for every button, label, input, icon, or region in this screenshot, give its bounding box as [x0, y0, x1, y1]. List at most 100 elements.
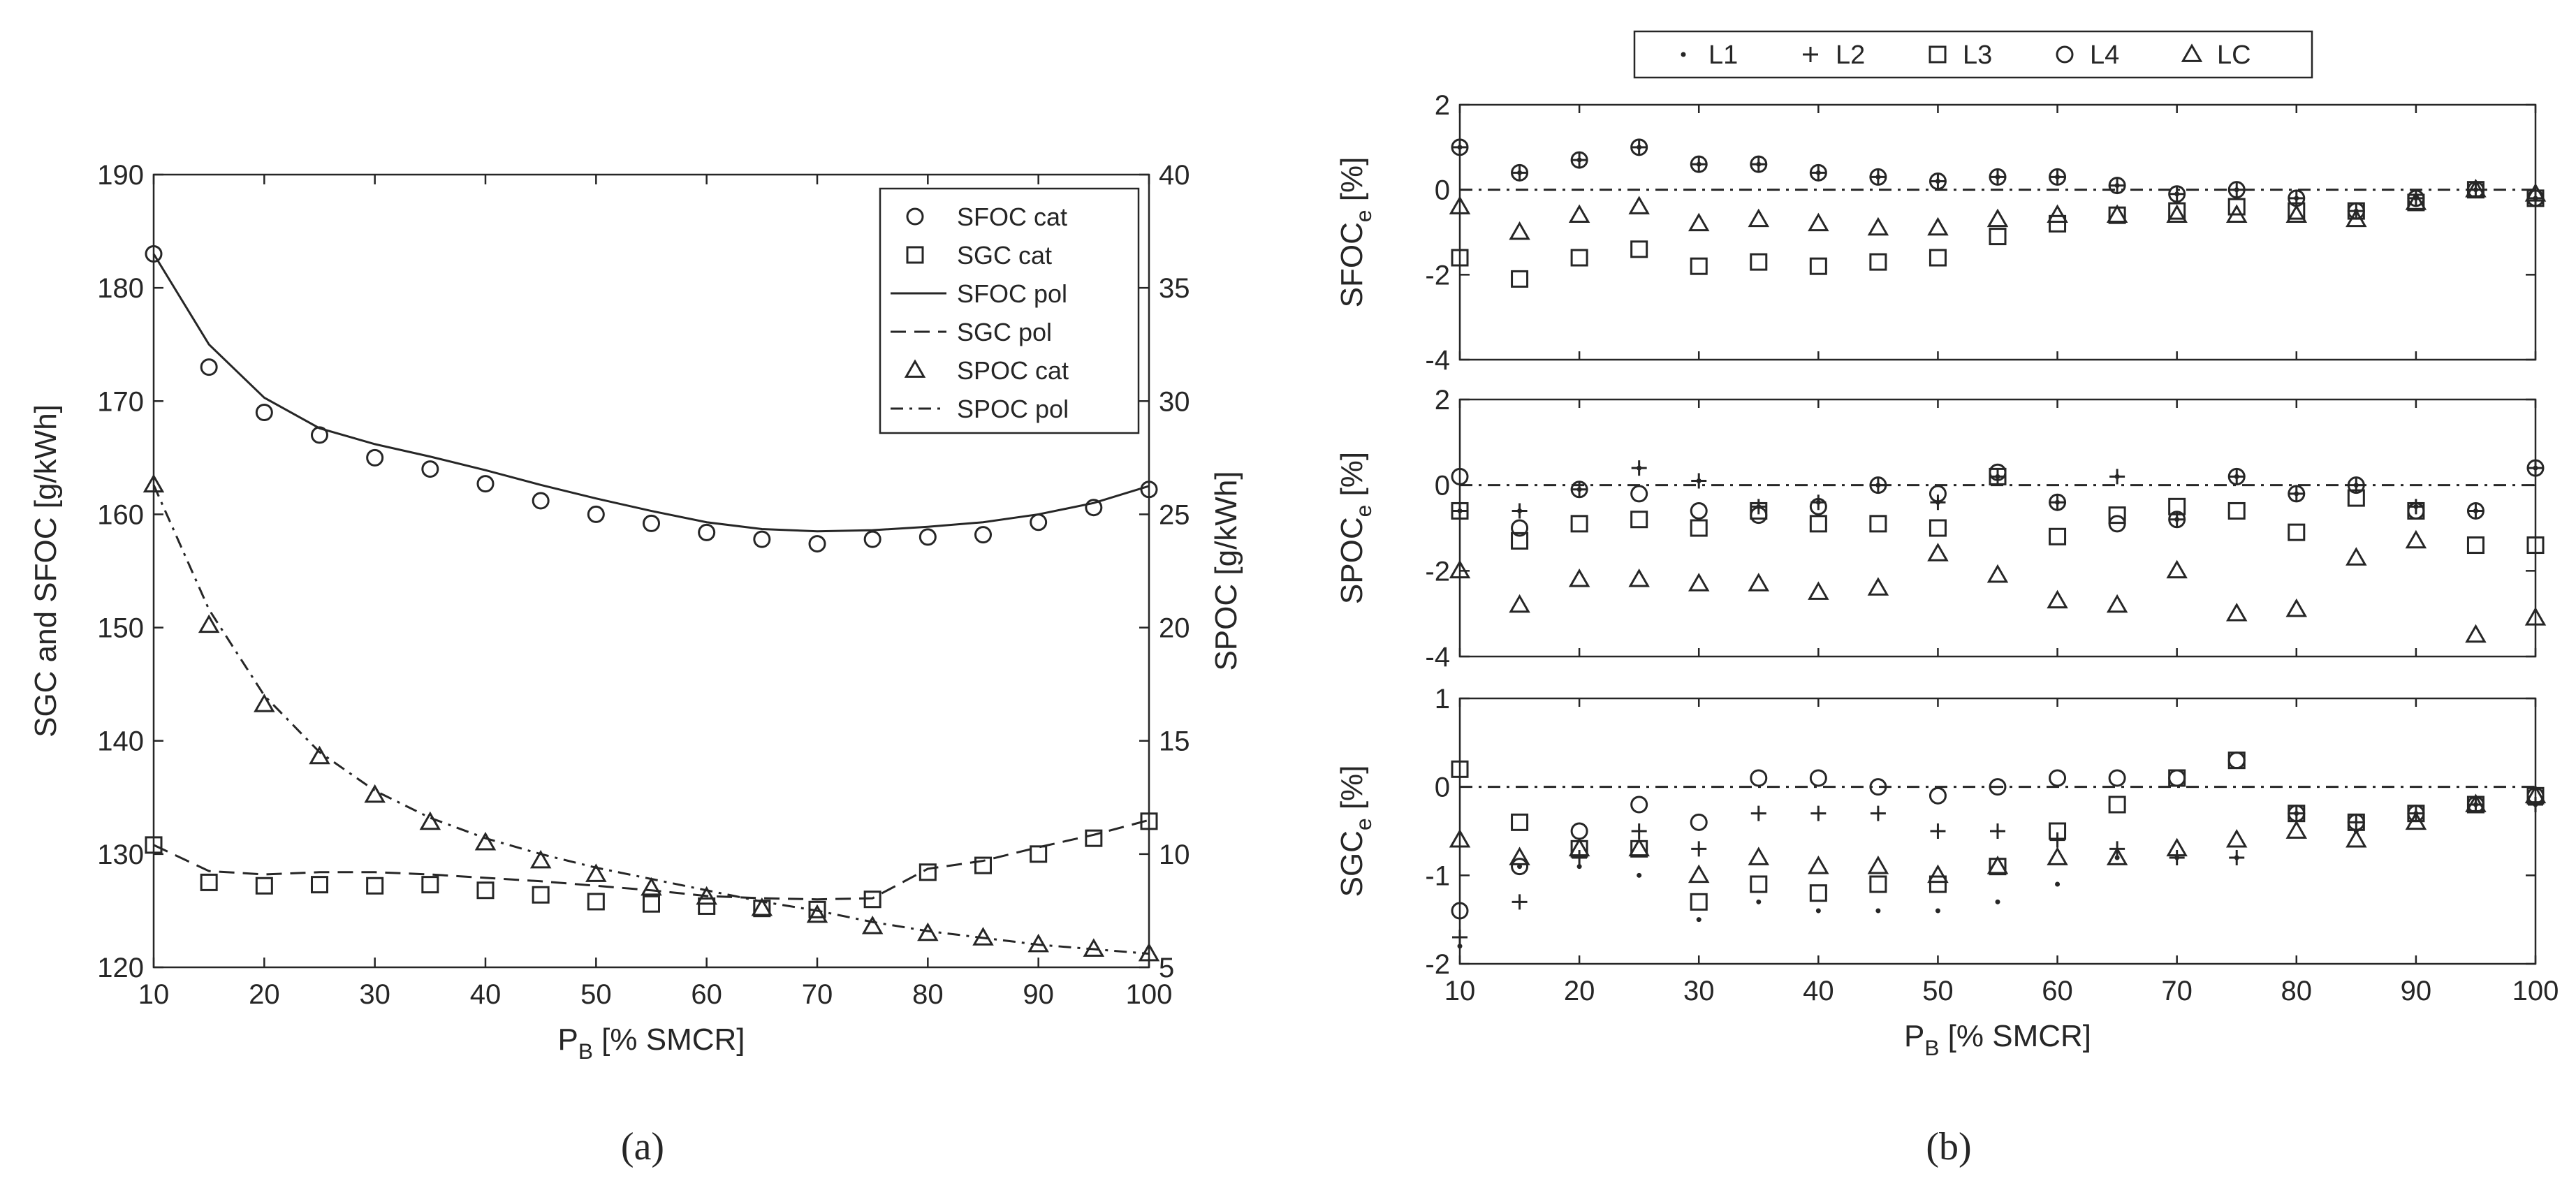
- y-axis-label-b-3-rest: [%]: [1335, 765, 1369, 819]
- data-point-l2-2: [2109, 469, 2125, 485]
- data-point-l4-1: [1989, 168, 2007, 186]
- data-point-lc-1: [1688, 212, 1710, 232]
- y-axis-label-b-2-rest: [%]: [1335, 452, 1369, 505]
- data-point-l4-3: [2168, 769, 2186, 787]
- data-point-lc-3: [2524, 784, 2547, 804]
- data-point-sfoc-cat: [200, 358, 218, 376]
- data-point-sfoc-cat: [421, 460, 439, 478]
- series-line-sgc-pol: [153, 819, 1150, 901]
- caption-b: (b): [1926, 1125, 1971, 1168]
- data-point-l3-1: [1869, 253, 1887, 271]
- data-point-l4-1: [1451, 138, 1469, 156]
- data-point-sfoc-cat: [366, 448, 384, 467]
- data-point-l3-3: [1750, 875, 1768, 893]
- legend-marker-b: [1803, 47, 1818, 62]
- data-point-lc-2: [2405, 529, 2427, 549]
- data-point-l4-2: [1750, 506, 1768, 525]
- caption-a: (a): [621, 1125, 664, 1168]
- data-point-lc-2: [2465, 624, 2487, 643]
- y-axis-label-b-1: SFOCe [%]: [1335, 157, 1376, 308]
- data-point-l2-2: [2288, 485, 2304, 501]
- data-point-lc-3: [2166, 837, 2188, 857]
- data-point-sgc-cat: [698, 897, 716, 915]
- data-point-lc-2: [2346, 547, 2367, 566]
- data-point-l4-1: [2108, 177, 2126, 195]
- data-point-sfoc-cat: [532, 492, 550, 510]
- data-point-l3-2: [2466, 536, 2484, 555]
- legend-label-b: L3: [1963, 41, 1992, 70]
- series-line-spoc-pol: [152, 484, 1150, 955]
- data-point-l2-1: [2109, 177, 2125, 193]
- data-point-spoc-cat: [419, 811, 441, 830]
- data-point-sfoc-cat: [476, 475, 495, 493]
- data-point-lc-2: [1449, 559, 1471, 579]
- data-point-lc-1: [1867, 217, 1889, 236]
- data-point-l2-2: [1870, 477, 1886, 493]
- data-point-l2-1: [2528, 190, 2543, 206]
- data-point-l4-2: [1451, 467, 1469, 485]
- data-point-sfoc-cat: [974, 526, 992, 544]
- data-point-l4-3: [2049, 769, 2067, 787]
- data-point-l3-1: [2168, 202, 2186, 220]
- legend-marker-b: [2181, 43, 2203, 62]
- data-point-l1-3: [1517, 864, 1523, 870]
- data-point-l4-3: [1511, 858, 1529, 876]
- data-point-sgc-cat: [366, 877, 384, 895]
- data-point-lc-3: [2465, 793, 2487, 812]
- data-point-sfoc-cat: [587, 505, 605, 523]
- data-point-lc-3: [2047, 846, 2068, 865]
- data-point-l4-1: [1929, 173, 1947, 190]
- data-point-l3-2: [2526, 536, 2545, 555]
- y-axis-label-b-3-main: SGC: [1335, 830, 1369, 897]
- y-tick-label-right-a: 10: [1159, 840, 1190, 870]
- data-point-lc-1: [2405, 191, 2427, 210]
- data-point-lc-2: [1808, 581, 1829, 600]
- data-point-sgc-cat: [421, 876, 439, 894]
- y-axis-label-b-3: SGCe [%]: [1335, 765, 1376, 897]
- data-point-l4-2: [2049, 493, 2067, 511]
- data-point-l2-1: [2229, 182, 2245, 198]
- data-point-l2-3: [1512, 894, 1528, 910]
- y-tick-label-left-a: 180: [97, 273, 144, 304]
- data-point-l1-3: [1457, 944, 1463, 949]
- legend-label-b: L4: [2090, 41, 2119, 70]
- data-point-l3-2: [1989, 467, 2007, 485]
- data-point-l2-2: [1631, 460, 1647, 476]
- y-tick-label-left-a: 120: [97, 953, 144, 983]
- data-point-lc-2: [1688, 573, 1710, 592]
- data-point-l2-1: [1810, 165, 1827, 181]
- data-point-l2-3: [1750, 805, 1766, 821]
- data-point-lc-1: [2524, 183, 2547, 202]
- y-tick-label-b: -2: [1425, 260, 1450, 291]
- x-tick-label-b: 10: [1444, 976, 1476, 1006]
- data-point-l3-2: [1869, 515, 1887, 533]
- y-axis-label-b-1-sub: e: [1351, 210, 1376, 222]
- y-tick-label-b: 1: [1435, 684, 1450, 714]
- data-point-l3-1: [1570, 249, 1588, 267]
- data-point-l4-1: [1570, 151, 1588, 169]
- data-point-l4-3: [2227, 752, 2246, 770]
- data-point-sgc-cat: [476, 881, 495, 900]
- data-point-lc-1: [1748, 208, 1770, 228]
- data-point-l4-1: [2049, 168, 2067, 186]
- y-tick-label-right-a: 30: [1159, 386, 1190, 417]
- data-point-l3-1: [2227, 198, 2246, 216]
- data-point-l2-1: [1691, 156, 1707, 173]
- data-point-l4-3: [1869, 778, 1887, 796]
- data-point-l4-2: [1570, 481, 1588, 499]
- data-point-l4-3: [1690, 813, 1708, 831]
- x-tick-label-a: 100: [1126, 979, 1173, 1010]
- data-point-l4-2: [1989, 463, 2007, 481]
- data-point-l3-2: [1929, 519, 1947, 537]
- y-tick-label-right-a: 25: [1159, 499, 1190, 530]
- data-point-l1-3: [2055, 881, 2061, 887]
- data-point-lc-2: [1867, 577, 1889, 596]
- data-point-sfoc-cat: [145, 245, 163, 263]
- data-point-l1-3: [1875, 908, 1881, 914]
- data-point-l3-2: [1511, 531, 1529, 550]
- data-point-lc-2: [1986, 564, 2009, 583]
- data-point-lc-3: [1449, 829, 1471, 848]
- data-point-l2-3: [1810, 805, 1827, 821]
- data-point-sgc-cat: [974, 856, 992, 874]
- data-point-l4-1: [1869, 168, 1887, 186]
